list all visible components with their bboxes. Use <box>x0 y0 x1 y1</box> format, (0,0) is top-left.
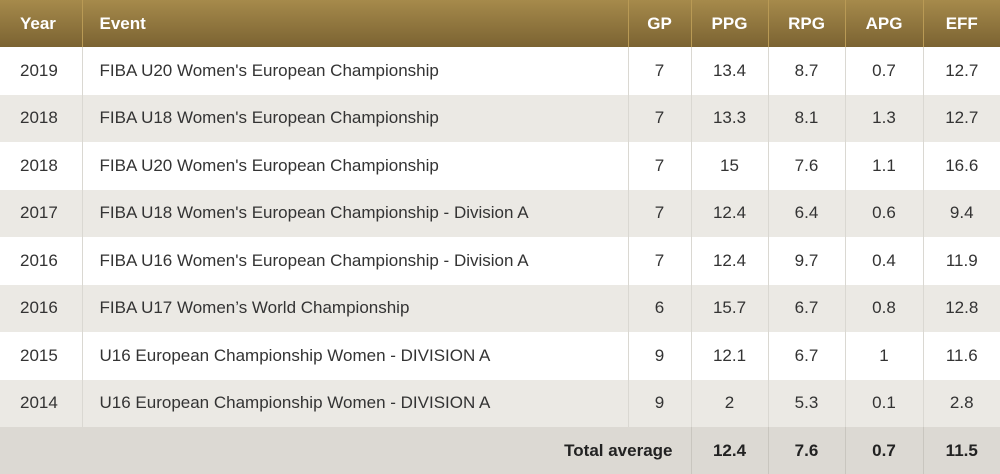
cell-eff: 2.8 <box>923 379 1000 427</box>
cell-eff: 11.6 <box>923 332 1000 380</box>
cell-apg: 0.4 <box>845 237 924 285</box>
table-row: 2019 FIBA U20 Women's European Champions… <box>0 47 1000 95</box>
cell-apg: 1 <box>845 332 924 380</box>
column-header-event[interactable]: Event <box>82 0 629 47</box>
cell-gp: 7 <box>628 94 692 142</box>
cell-event: FIBA U20 Women's European Championship <box>82 47 629 95</box>
column-header-eff[interactable]: EFF <box>923 0 1000 47</box>
cell-ppg: 15 <box>691 142 769 190</box>
total-average-label: Total average <box>0 427 692 474</box>
total-ppg: 12.4 <box>691 427 769 474</box>
cell-apg: 0.6 <box>845 189 924 237</box>
total-rpg: 7.6 <box>768 427 846 474</box>
cell-rpg: 7.6 <box>768 142 846 190</box>
cell-eff: 16.6 <box>923 142 1000 190</box>
cell-event: FIBA U16 Women's European Championship -… <box>82 237 629 285</box>
cell-year: 2014 <box>0 379 83 427</box>
cell-eff: 12.8 <box>923 284 1000 332</box>
cell-eff: 9.4 <box>923 189 1000 237</box>
cell-event: U16 European Championship Women - DIVISI… <box>82 379 629 427</box>
cell-eff: 12.7 <box>923 94 1000 142</box>
total-average-row: Total average 12.4 7.6 0.7 11.5 <box>0 427 1000 474</box>
cell-rpg: 6.7 <box>768 284 846 332</box>
cell-gp: 9 <box>628 379 692 427</box>
cell-rpg: 5.3 <box>768 379 846 427</box>
cell-apg: 1.1 <box>845 142 924 190</box>
table-row: 2018 FIBA U20 Women's European Champions… <box>0 142 1000 190</box>
cell-ppg: 15.7 <box>691 284 769 332</box>
cell-ppg: 12.4 <box>691 189 769 237</box>
cell-apg: 1.3 <box>845 94 924 142</box>
cell-event: U16 European Championship Women - DIVISI… <box>82 332 629 380</box>
cell-year: 2015 <box>0 332 83 380</box>
total-eff: 11.5 <box>923 427 1000 474</box>
cell-rpg: 8.7 <box>768 47 846 95</box>
cell-rpg: 6.4 <box>768 189 846 237</box>
table-row: 2018 FIBA U18 Women's European Champions… <box>0 94 1000 142</box>
column-header-year[interactable]: Year <box>0 0 83 47</box>
cell-apg: 0.7 <box>845 47 924 95</box>
table-body: 2019 FIBA U20 Women's European Champions… <box>0 47 1000 427</box>
cell-eff: 11.9 <box>923 237 1000 285</box>
total-apg: 0.7 <box>845 427 924 474</box>
cell-year: 2018 <box>0 94 83 142</box>
cell-year: 2018 <box>0 142 83 190</box>
header-row: Year Event GP PPG RPG APG EFF <box>0 0 1000 47</box>
cell-event: FIBA U18 Women's European Championship -… <box>82 189 629 237</box>
cell-gp: 7 <box>628 189 692 237</box>
cell-year: 2016 <box>0 237 83 285</box>
cell-year: 2019 <box>0 47 83 95</box>
column-header-rpg[interactable]: RPG <box>768 0 846 47</box>
cell-year: 2016 <box>0 284 83 332</box>
cell-rpg: 8.1 <box>768 94 846 142</box>
table-row: 2016 FIBA U16 Women's European Champions… <box>0 237 1000 285</box>
cell-ppg: 2 <box>691 379 769 427</box>
column-header-apg[interactable]: APG <box>845 0 924 47</box>
cell-eff: 12.7 <box>923 47 1000 95</box>
column-header-ppg[interactable]: PPG <box>691 0 769 47</box>
column-header-gp[interactable]: GP <box>628 0 692 47</box>
cell-gp: 7 <box>628 47 692 95</box>
cell-gp: 6 <box>628 284 692 332</box>
cell-event: FIBA U20 Women's European Championship <box>82 142 629 190</box>
cell-rpg: 6.7 <box>768 332 846 380</box>
cell-apg: 0.1 <box>845 379 924 427</box>
cell-gp: 7 <box>628 142 692 190</box>
cell-gp: 7 <box>628 237 692 285</box>
table-footer: Total average 12.4 7.6 0.7 11.5 <box>0 427 1000 474</box>
cell-event: FIBA U18 Women's European Championship <box>82 94 629 142</box>
table-row: 2015 U16 European Championship Women - D… <box>0 332 1000 380</box>
table-row: 2017 FIBA U18 Women's European Champions… <box>0 189 1000 237</box>
cell-ppg: 13.4 <box>691 47 769 95</box>
cell-ppg: 12.1 <box>691 332 769 380</box>
cell-ppg: 13.3 <box>691 94 769 142</box>
cell-ppg: 12.4 <box>691 237 769 285</box>
cell-apg: 0.8 <box>845 284 924 332</box>
cell-event: FIBA U17 Women’s World Championship <box>82 284 629 332</box>
cell-gp: 9 <box>628 332 692 380</box>
table-row: 2016 FIBA U17 Women’s World Championship… <box>0 284 1000 332</box>
cell-rpg: 9.7 <box>768 237 846 285</box>
cell-year: 2017 <box>0 189 83 237</box>
table-row: 2014 U16 European Championship Women - D… <box>0 379 1000 427</box>
table-header: Year Event GP PPG RPG APG EFF <box>0 0 1000 47</box>
